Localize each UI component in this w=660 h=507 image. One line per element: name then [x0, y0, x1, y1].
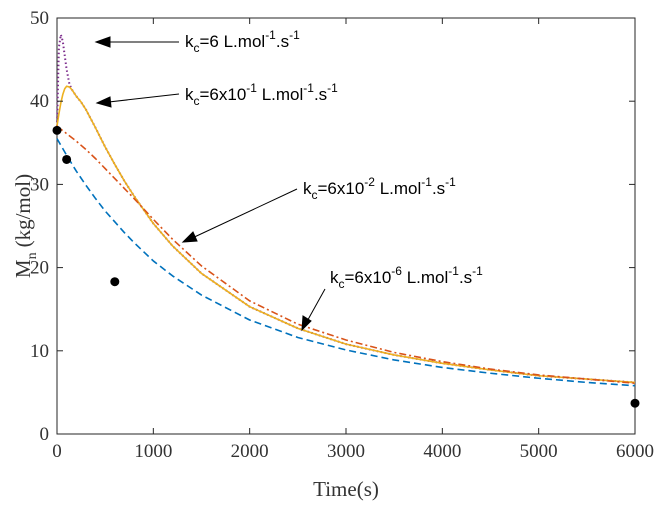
y-axis-label-unit: (kg/mol) — [11, 174, 35, 248]
y-tick-label: 30 — [30, 174, 49, 195]
x-tick-label: 0 — [52, 441, 62, 462]
y-axis-label-main: M — [11, 259, 35, 278]
annotation-arrows — [94, 36, 326, 332]
y-axis-label-sub: n — [25, 252, 40, 259]
series-line-solid — [56, 85, 636, 384]
y-tick-label: 10 — [30, 341, 49, 362]
y-tick-label: 50 — [30, 8, 49, 29]
y-axis-label: Mn (kg/mol) — [11, 174, 40, 278]
tick-layer: 0 1000 2000 3000 4000 5000 6000 0 10 20 30 40 50 — [30, 8, 654, 462]
y-tick-label: 20 — [30, 258, 49, 279]
y-tick-label: 0 — [40, 424, 50, 445]
annotation-kc-6: kc=6 L.mol-1.s-1 — [185, 28, 300, 55]
series-line-dashed — [56, 138, 636, 387]
x-tick-label: 6000 — [616, 441, 654, 462]
data-point — [630, 398, 640, 408]
x-tick-label: 5000 — [520, 441, 558, 462]
x-tick-label: 3000 — [327, 441, 365, 462]
series-layer — [56, 33, 636, 387]
arrowhead-kc-6e-1 — [95, 96, 112, 108]
annotation-kc-6e-1: kc=6x10-1 L.mol-1.s-1 — [185, 81, 338, 108]
arrowhead-kc-6 — [94, 36, 111, 48]
annotation-kc-6e-6: kc=6x10-6 L.mol-1.s-1 — [330, 264, 483, 291]
x-tick-label: 4000 — [423, 441, 461, 462]
y-tick-label: 40 — [30, 91, 49, 112]
data-point — [62, 154, 72, 164]
series-line-dashdot — [56, 125, 636, 385]
marker-layer — [52, 125, 640, 408]
plot-area — [56, 17, 636, 435]
x-axis-label: Time(s) — [313, 477, 379, 501]
data-point — [52, 125, 62, 135]
data-point — [110, 277, 120, 287]
arrow-kc-6e-1 — [99, 93, 180, 104]
arrowhead-kc-6e-6 — [301, 315, 312, 332]
annotation-kc-6e-2: kc=6x10-2 L.mol-1.s-1 — [303, 175, 456, 202]
x-tick-label: 1000 — [134, 441, 172, 462]
arrowhead-kc-6e-2 — [181, 231, 198, 243]
arrow-kc-6e-2 — [187, 188, 298, 241]
x-tick-label: 2000 — [231, 441, 269, 462]
